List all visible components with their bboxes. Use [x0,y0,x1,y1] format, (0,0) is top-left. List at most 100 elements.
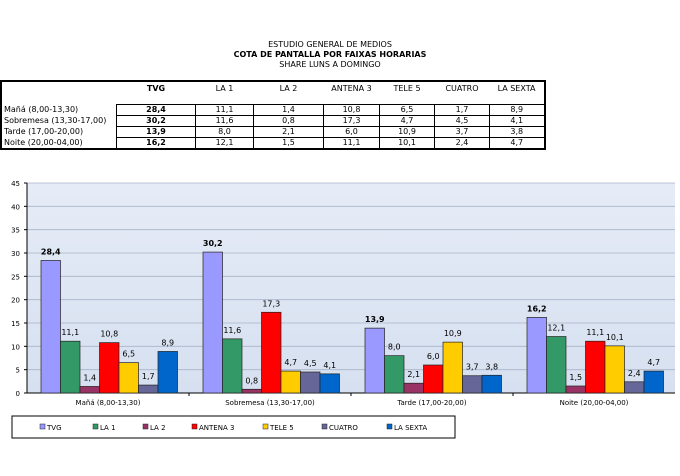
legend-label: LA 1 [100,424,116,432]
data-label: 4,5 [304,359,317,368]
table-cell: 1,5 [253,137,324,150]
legend-swatch [321,423,328,430]
x-tick-label: Sobremesa (13,30-17,00) [225,399,315,407]
table-cell: 1,4 [253,104,324,116]
bar-cuatro [624,381,645,394]
legend-label: LA SEXTA [394,424,427,432]
table-cell: 28,4 [116,104,196,116]
data-label: 6,0 [427,352,440,361]
header-subtitle: SHARE LUNS A DOMINGO [279,60,381,69]
y-tick-label: 45 [11,180,20,188]
data-label: 11,1 [586,328,604,337]
y-tick-label: 25 [11,273,20,281]
legend-swatch [262,423,269,430]
plot-area [27,183,675,393]
bar-la-2 [403,382,424,394]
data-label: 1,4 [83,373,96,382]
bar-antena-3 [261,311,282,394]
bar-cuatro [300,371,321,394]
data-label: 8,0 [388,343,401,352]
table-cell: 2,1 [253,126,324,138]
data-label: 6,5 [122,350,135,359]
column-header: LA SEXTA [497,84,536,93]
table-cell: 8,9 [489,104,545,116]
table-cell: 4,7 [379,115,435,127]
table-cell: 6,0 [323,126,380,138]
bar-antena-3 [423,364,444,394]
data-label: 30,2 [203,239,223,248]
legend [11,415,456,439]
data-label: 2,4 [628,369,641,378]
data-label: 0,8 [245,376,258,385]
bar-antena-3 [585,340,606,394]
table-cell: 10,9 [379,126,435,138]
table-cell: 10,1 [379,137,435,150]
column-header: LA 1 [215,84,234,93]
data-label: 4,7 [647,358,660,367]
column-header: LA 2 [279,84,298,93]
data-label: 1,5 [569,373,582,382]
y-tick-label: 40 [11,203,20,211]
legend-label: ANTENA 3 [199,424,234,432]
table-cell: 11,1 [323,137,380,150]
row-label: Mañá (8,00-13,30) [4,105,79,114]
table-cell: 11,1 [195,104,254,116]
bar-la-2 [565,385,586,394]
table-cell: 17,3 [323,115,380,127]
table-cell: 3,7 [434,126,490,138]
data-label: 11,6 [223,326,241,335]
data-label: 11,1 [61,328,79,337]
row-label: Tarde (17,00-20,00) [4,127,84,136]
header-title: COTA DE PANTALLA POR FAIXAS HORARIAS [233,50,427,59]
table-row: Noite (20,00-04,00) 16,2 12,1 1,5 11,1 10,1 2,… [1,137,545,150]
data-label: 13,9 [365,315,385,324]
bar-tvg [202,251,223,394]
share-table: TVG LA 1 LA 2 ANTENA 3 TELE 5 CUATRO LA SEXTA M… [0,80,546,150]
bar-la-1 [222,338,243,394]
column-header: ANTENA 3 [331,84,372,93]
data-label: 3,8 [485,362,498,371]
row-label: Sobremesa (13,30-17,00) [4,116,107,125]
data-label: 16,2 [527,304,547,313]
table-cell: 2,4 [434,137,490,150]
bar-la-2 [79,386,100,394]
table-row: Tarde (17,00-20,00) 13,9 8,0 2,1 6,0 10,9 3,7 3… [1,126,545,138]
legend-swatch [92,423,99,430]
table-cell: 6,5 [379,104,435,116]
data-label: 28,4 [41,247,61,256]
bar-la-sexta [481,374,502,394]
bar-cuatro [462,375,483,394]
table-cell: 11,6 [195,115,254,127]
table-row: Sobremesa (13,30-17,00) 30,2 11,6 0,8 17,3 4,… [1,115,545,127]
bar-tvg [40,260,61,394]
table-cell: 10,8 [323,104,380,116]
bar-la-1 [546,336,567,394]
header-line1: ESTUDIO GENERAL DE MEDIOS [268,40,392,49]
column-header: TELE 5 [393,84,421,93]
y-tick-label: 0 [16,390,20,398]
data-label: 12,1 [547,324,565,333]
chart-header: ESTUDIO GENERAL DE MEDIOS COTA DE PANTAL… [200,40,460,70]
bar-antena-3 [99,342,120,394]
table-cell: 12,1 [195,137,254,150]
bar-cuatro [138,384,159,394]
legend-label: TVG [46,424,62,432]
bar-la-sexta [319,373,340,394]
data-label: 10,9 [444,329,462,338]
table-row: Mañá (8,00-13,30) 28,4 11,1 1,4 10,8 6,5 1,7 8,… [1,104,545,116]
row-label: Noite (20,00-04,00) [4,137,83,147]
column-header: TVG [146,84,166,93]
data-label: 4,1 [323,361,336,370]
bar-la-1 [384,355,405,394]
data-label: 3,7 [466,363,479,372]
bar-chart: 0 5 10 15 20 25 30 35 40 45 Mañá (8,00-13,30) 28,4 1… [11,180,675,439]
table-cell: 1,7 [434,104,490,116]
x-tick-label: Tarde (17,00-20,00) [396,399,466,407]
y-tick-label: 20 [11,297,20,305]
bar-tele-5 [604,345,625,394]
column-header: CUATRO [445,84,479,93]
data-label: 10,8 [100,330,118,339]
legend-swatch [39,423,46,430]
y-tick-label: 30 [11,250,20,258]
legend-swatch [142,423,149,430]
